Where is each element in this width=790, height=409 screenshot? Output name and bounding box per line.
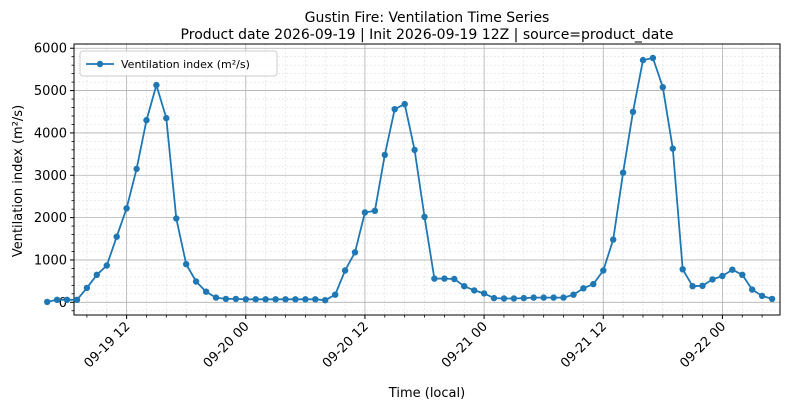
data-point: [590, 280, 597, 288]
data-point: [163, 114, 170, 122]
data-point: [689, 283, 696, 290]
x-axis-label: Time (local): [388, 386, 465, 401]
data-point: [619, 169, 627, 176]
data-point: [272, 296, 279, 303]
data-point: [381, 151, 388, 159]
axes-frame: [73, 43, 781, 316]
y-tick-label: 6000: [34, 42, 67, 57]
chart-title: Gustin Fire: Ventilation Time Series: [305, 10, 550, 26]
x-tick-label: 09-20 12: [320, 319, 372, 371]
data-point: [461, 283, 468, 290]
y-tick-label: 2000: [34, 211, 67, 226]
data-point: [739, 271, 746, 278]
data-point: [212, 294, 220, 301]
plot-area: 0 1000 2000 3000 4000 5000 6000 09-19 12 09-20 0…: [34, 42, 781, 371]
data-point: [600, 267, 607, 274]
data-point: [451, 275, 458, 283]
data-point: [768, 295, 776, 303]
data-point: [490, 294, 498, 302]
data-point: [649, 54, 657, 62]
data-point: [639, 56, 647, 64]
data-point: [699, 282, 706, 289]
data-point: [202, 288, 210, 295]
legend-marker-swatch: [96, 60, 104, 68]
data-point: [133, 165, 140, 173]
data-point: [719, 272, 726, 280]
data-point: [580, 285, 587, 292]
data-point: [222, 295, 230, 303]
data-point: [332, 291, 339, 298]
data-point: [411, 146, 418, 154]
data-point: [123, 205, 130, 212]
data-point: [679, 266, 686, 273]
data-point: [192, 278, 200, 285]
legend-label: Ventilation index (m²/s): [121, 58, 250, 71]
legend-box: [79, 50, 278, 77]
data-point: [183, 261, 190, 268]
data-point: [758, 292, 766, 300]
y-tick-label: 1000: [34, 253, 67, 268]
data-point: [341, 267, 349, 274]
data-point: [252, 296, 259, 303]
data-point: [371, 207, 379, 214]
data-point: [431, 275, 438, 282]
data-point: [421, 213, 428, 220]
data-point: [242, 296, 249, 303]
data-point: [63, 296, 71, 303]
x-tick-label: 09-21 12: [558, 319, 610, 371]
data-point: [500, 295, 508, 302]
y-axis-label: Ventilation index (m²/s): [11, 105, 26, 257]
data-point: [391, 106, 398, 113]
data-point: [749, 286, 756, 293]
data-point: [44, 298, 51, 306]
data-point: [93, 271, 101, 278]
data-point: [441, 275, 448, 282]
legend: Ventilation index (m²/s): [79, 50, 278, 77]
data-point: [113, 233, 120, 240]
data-point: [262, 296, 269, 303]
data-point: [292, 296, 299, 303]
data-point: [471, 287, 478, 294]
data-point: [669, 145, 676, 152]
data-point: [351, 249, 359, 256]
data-point: [232, 295, 240, 303]
x-tick-label: 09-21 00: [439, 319, 491, 371]
data-point: [143, 117, 150, 124]
data-point: [629, 108, 637, 116]
x-tick-label: 09-22 00: [677, 319, 729, 371]
data-point: [322, 297, 329, 304]
data-point: [53, 296, 61, 303]
data-point: [480, 290, 488, 297]
data-point: [709, 276, 716, 283]
data-point: [401, 100, 408, 108]
x-tick-label: 09-20 00: [201, 319, 253, 371]
y-tick-label: 5000: [34, 84, 67, 99]
data-point: [302, 296, 309, 303]
data-point: [361, 209, 369, 216]
y-tick-label: 0: [59, 296, 67, 311]
data-point: [282, 296, 289, 303]
data-point: [659, 84, 666, 91]
data-point: [560, 294, 567, 301]
data-point: [729, 266, 736, 273]
data-point: [610, 236, 617, 243]
data-point: [540, 294, 547, 301]
data-point: [570, 291, 577, 298]
data-point: [103, 262, 111, 269]
data-point: [520, 294, 527, 302]
data-point: [73, 296, 81, 303]
data-point: [510, 295, 518, 302]
data-point: [173, 215, 180, 222]
y-tick-label: 3000: [34, 169, 67, 184]
data-point: [312, 296, 319, 303]
data-point: [530, 294, 537, 301]
data-point: [83, 284, 91, 292]
data-point: [153, 81, 160, 89]
chart-subtitle: Product date 2026-09-19 | Init 2026-09-1…: [181, 27, 674, 43]
y-tick-label: 4000: [34, 126, 67, 141]
series-line: [47, 57, 773, 303]
x-tick-label: 09-19 12: [82, 319, 134, 371]
data-point: [550, 294, 557, 301]
